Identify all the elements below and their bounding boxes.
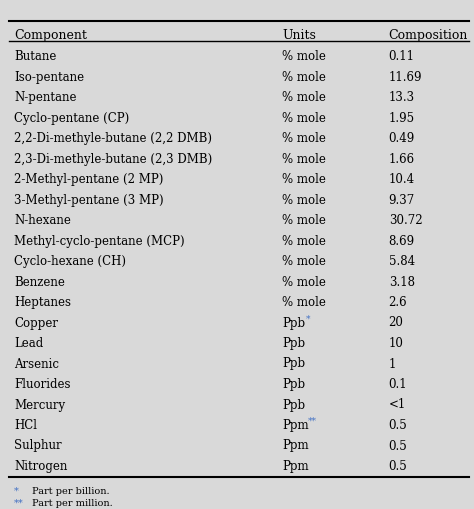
Text: 30.72: 30.72 xyxy=(389,214,422,227)
Text: Component: Component xyxy=(14,29,87,42)
Text: 2,3-Di-methyle-butane (2,3 DMB): 2,3-Di-methyle-butane (2,3 DMB) xyxy=(14,153,212,165)
Text: 9.37: 9.37 xyxy=(389,193,415,207)
Text: Ppm: Ppm xyxy=(282,439,309,453)
Text: 13.3: 13.3 xyxy=(389,91,415,104)
Text: Arsenic: Arsenic xyxy=(14,357,59,371)
Text: Part per million.: Part per million. xyxy=(32,499,113,508)
Text: % mole: % mole xyxy=(282,235,326,247)
Text: <1: <1 xyxy=(389,399,406,411)
Text: 2-Methyl-pentane (2 MP): 2-Methyl-pentane (2 MP) xyxy=(14,173,164,186)
Text: Methyl-cyclo-pentane (MCP): Methyl-cyclo-pentane (MCP) xyxy=(14,235,185,247)
Text: % mole: % mole xyxy=(282,132,326,145)
Text: Lead: Lead xyxy=(14,337,44,350)
Text: 11.69: 11.69 xyxy=(389,71,422,83)
Text: 10.4: 10.4 xyxy=(389,173,415,186)
Text: % mole: % mole xyxy=(282,193,326,207)
Text: Ppb: Ppb xyxy=(282,378,305,391)
Text: Ppm: Ppm xyxy=(282,419,309,432)
Text: Nitrogen: Nitrogen xyxy=(14,460,68,473)
Text: 0.5: 0.5 xyxy=(389,460,408,473)
Text: % mole: % mole xyxy=(282,91,326,104)
Text: 5.84: 5.84 xyxy=(389,255,415,268)
Text: 0.1: 0.1 xyxy=(389,378,407,391)
Text: 0.49: 0.49 xyxy=(389,132,415,145)
Text: N-hexane: N-hexane xyxy=(14,214,71,227)
Text: **: ** xyxy=(308,417,317,426)
Text: 1.95: 1.95 xyxy=(389,111,415,125)
Text: **: ** xyxy=(14,499,24,508)
Text: % mole: % mole xyxy=(282,71,326,83)
Text: *: * xyxy=(14,487,19,496)
Text: Benzene: Benzene xyxy=(14,275,65,289)
Text: % mole: % mole xyxy=(282,296,326,309)
Text: Cyclo-pentane (CP): Cyclo-pentane (CP) xyxy=(14,111,129,125)
Text: Cyclo-hexane (CH): Cyclo-hexane (CH) xyxy=(14,255,126,268)
Text: % mole: % mole xyxy=(282,214,326,227)
Text: HCl: HCl xyxy=(14,419,37,432)
Text: Copper: Copper xyxy=(14,317,58,329)
Text: Ppm: Ppm xyxy=(282,460,309,473)
Text: Ppb: Ppb xyxy=(282,337,305,350)
Text: % mole: % mole xyxy=(282,153,326,165)
Text: % mole: % mole xyxy=(282,50,326,63)
Text: Fluorides: Fluorides xyxy=(14,378,71,391)
Text: % mole: % mole xyxy=(282,111,326,125)
Text: Butane: Butane xyxy=(14,50,56,63)
Text: N-pentane: N-pentane xyxy=(14,91,77,104)
Text: Units: Units xyxy=(282,29,316,42)
Text: 3-Methyl-pentane (3 MP): 3-Methyl-pentane (3 MP) xyxy=(14,193,164,207)
Text: 0.5: 0.5 xyxy=(389,439,408,453)
Text: Mercury: Mercury xyxy=(14,399,65,411)
Text: % mole: % mole xyxy=(282,275,326,289)
Text: Ppb: Ppb xyxy=(282,357,305,371)
Text: Ppb: Ppb xyxy=(282,317,305,329)
Text: 0.11: 0.11 xyxy=(389,50,415,63)
Text: Composition: Composition xyxy=(389,29,468,42)
Text: 1.66: 1.66 xyxy=(389,153,415,165)
Text: Part per billion.: Part per billion. xyxy=(32,487,110,496)
Text: Sulphur: Sulphur xyxy=(14,439,62,453)
Text: *: * xyxy=(306,315,310,324)
Text: 2,2-Di-methyle-butane (2,2 DMB): 2,2-Di-methyle-butane (2,2 DMB) xyxy=(14,132,212,145)
Text: 8.69: 8.69 xyxy=(389,235,415,247)
Text: 1: 1 xyxy=(389,357,396,371)
Text: % mole: % mole xyxy=(282,173,326,186)
Text: Iso-pentane: Iso-pentane xyxy=(14,71,84,83)
Text: 10: 10 xyxy=(389,337,403,350)
Text: Ppb: Ppb xyxy=(282,399,305,411)
Text: 3.18: 3.18 xyxy=(389,275,415,289)
Text: % mole: % mole xyxy=(282,255,326,268)
Text: Heptanes: Heptanes xyxy=(14,296,71,309)
Text: 20: 20 xyxy=(389,317,403,329)
Text: 0.5: 0.5 xyxy=(389,419,408,432)
Text: 2.6: 2.6 xyxy=(389,296,407,309)
